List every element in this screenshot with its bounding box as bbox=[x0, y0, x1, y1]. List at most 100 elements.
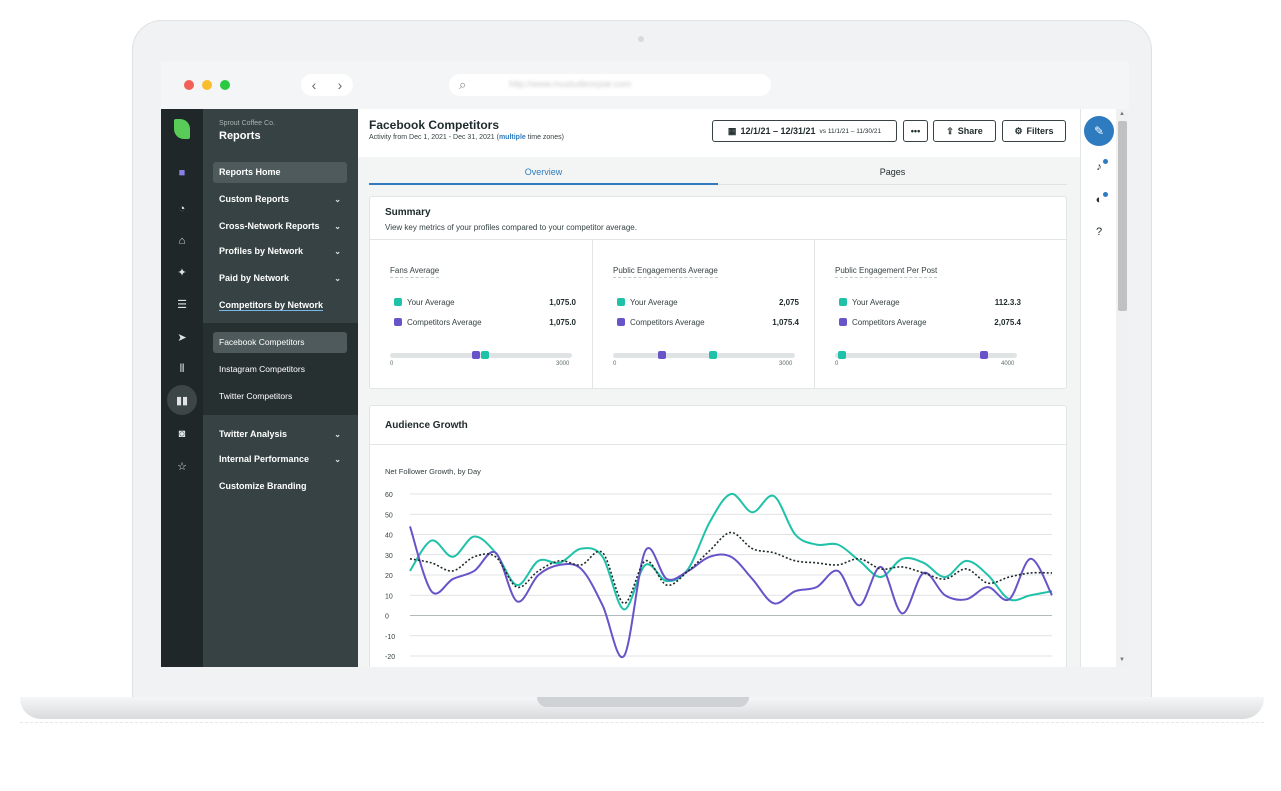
y-tick-label: 60 bbox=[385, 492, 393, 499]
comparison-track bbox=[613, 351, 795, 359]
sidebar-item-custom-reports[interactable]: Custom Reports ⌄ bbox=[213, 189, 347, 210]
sidebar-item-label: Competitors by Network bbox=[219, 300, 324, 311]
sidebar-item-label: Twitter Analysis bbox=[219, 429, 288, 439]
subnav-instagram-competitors[interactable]: Instagram Competitors bbox=[213, 359, 347, 380]
back-icon[interactable]: ‹ bbox=[311, 77, 317, 93]
dotted-line bbox=[409, 531, 1053, 605]
your-average-row: Your Average 1,075.0 bbox=[394, 298, 576, 310]
org-name: Sprout Coffee Co. bbox=[219, 120, 275, 127]
subnav-label: Instagram Competitors bbox=[219, 364, 305, 374]
sidebar-item-cross-network[interactable]: Cross-Network Reports ⌄ bbox=[213, 216, 347, 237]
competitors-marker bbox=[658, 351, 667, 359]
summary-card: Summary View key metrics of your profile… bbox=[369, 196, 1067, 389]
close-window-button[interactable] bbox=[184, 80, 194, 90]
summary-title: Summary bbox=[385, 207, 431, 218]
chevron-down-icon: ⌄ bbox=[334, 195, 341, 204]
competitors-average-value: 1,075.4 bbox=[772, 318, 799, 327]
url-text: http://www.mustudiesrpiar.com bbox=[509, 79, 632, 89]
help-icon[interactable]: ? bbox=[1095, 226, 1103, 238]
your-average-label: Your Average bbox=[630, 298, 678, 307]
y-tick-label: 20 bbox=[385, 573, 393, 580]
subtitle-suffix: time zones) bbox=[525, 134, 564, 141]
bell-icon[interactable]: ♪ bbox=[1091, 159, 1108, 175]
your-average-line bbox=[409, 493, 1053, 611]
metric-title[interactable]: Public Engagements Average bbox=[613, 266, 718, 278]
inbox-icon[interactable]: ⌂ bbox=[178, 235, 186, 247]
metric-title[interactable]: Public Engagement Per Post bbox=[835, 266, 938, 278]
sidebar-item-customize-branding[interactable]: Customize Branding bbox=[213, 476, 347, 497]
sidebar-item-internal-performance[interactable]: Internal Performance ⌄ bbox=[213, 449, 347, 470]
maximize-window-button[interactable] bbox=[220, 80, 230, 90]
competitors-marker bbox=[980, 351, 989, 359]
notification-dot bbox=[1103, 192, 1108, 197]
app: ■ ◔ ⌂ ✦ ☰ ➤ ⫴ ▮▮ ◙ ☆ Sprout Coffee Co. R… bbox=[161, 109, 1129, 667]
subnav-twitter-competitors[interactable]: Twitter Competitors bbox=[213, 386, 347, 407]
more-options-button[interactable]: ••• bbox=[903, 120, 928, 142]
laptop-base bbox=[20, 697, 1264, 719]
gauge-icon[interactable]: ◔ bbox=[178, 203, 186, 215]
competitors-average-swatch bbox=[394, 318, 402, 326]
sidebar-item-profiles[interactable]: Profiles by Network ⌄ bbox=[213, 241, 347, 262]
minimize-window-button[interactable] bbox=[202, 80, 212, 90]
filters-label: Filters bbox=[1026, 126, 1054, 136]
share-icon: ⇪ bbox=[946, 125, 954, 136]
your-marker bbox=[480, 351, 489, 359]
subnav-facebook-competitors[interactable]: Facebook Competitors bbox=[213, 332, 347, 353]
subnav-label: Facebook Competitors bbox=[219, 337, 305, 347]
net-follower-growth-chart: 6050403020100-10-20123456789101112131415… bbox=[385, 492, 1053, 661]
laptop-base-notch bbox=[537, 697, 749, 707]
screen: ‹ › ⌕ http://www.mustudiesrpiar.com ■ ◔ … bbox=[161, 61, 1129, 667]
competitors-average-row: Competitors Average 1,075.4 bbox=[617, 318, 799, 330]
forward-icon[interactable]: › bbox=[337, 77, 343, 93]
laptop-shadow bbox=[20, 722, 1264, 752]
tab-pages[interactable]: Pages bbox=[718, 161, 1067, 185]
time-zones-link[interactable]: multiple bbox=[498, 134, 526, 141]
scroll-down-icon[interactable]: ▼ bbox=[1119, 657, 1125, 663]
your-average-value: 112.3.3 bbox=[994, 298, 1021, 307]
tab-overview[interactable]: Overview bbox=[369, 161, 718, 185]
sidebar-item-twitter-analysis[interactable]: Twitter Analysis ⌄ bbox=[213, 424, 347, 445]
audience-growth-card: Audience Growth Net Follower Growth, by … bbox=[369, 405, 1067, 667]
chevron-down-icon: ⌄ bbox=[334, 455, 341, 464]
sidebar-item-label: Customize Branding bbox=[219, 481, 307, 491]
share-label: Share bbox=[957, 126, 983, 136]
url-bar[interactable]: ⌕ http://www.mustudiesrpiar.com bbox=[449, 74, 771, 96]
competitors-average-label: Competitors Average bbox=[852, 318, 927, 327]
send-icon[interactable]: ➤ bbox=[177, 331, 187, 344]
filters-button[interactable]: ⚙ Filters bbox=[1002, 120, 1066, 142]
report-tabs: Overview Pages bbox=[369, 161, 1067, 185]
share-button[interactable]: ⇪ Share bbox=[933, 120, 996, 142]
summary-description: View key metrics of your profiles compar… bbox=[385, 223, 637, 232]
feedback-icon[interactable]: ◐ bbox=[1091, 192, 1108, 208]
pin-icon[interactable]: ✦ bbox=[177, 266, 187, 279]
compose-icon[interactable]: ✎ bbox=[1084, 116, 1114, 146]
list-icon[interactable]: ☰ bbox=[177, 298, 187, 311]
reports-icon[interactable]: ▮▮ bbox=[167, 385, 197, 415]
sidebar-item-reports-home[interactable]: Reports Home bbox=[213, 162, 347, 183]
listening-icon[interactable]: ⫴ bbox=[179, 362, 185, 375]
competitors-average-value: 2,075.4 bbox=[994, 318, 1021, 327]
folder-icon[interactable]: ■ bbox=[178, 167, 186, 179]
sidebar-title: Reports bbox=[219, 130, 261, 142]
page-title: Facebook Competitors bbox=[369, 118, 500, 132]
metric-column: Public Engagements Average Your Average 2,… bbox=[592, 239, 814, 388]
scroll-thumb[interactable] bbox=[1118, 121, 1127, 311]
your-average-swatch bbox=[394, 298, 402, 306]
date-range-button[interactable]: ▦ 12/1/21 – 12/31/21 vs 11/1/21 – 11/30/… bbox=[712, 120, 897, 142]
your-average-swatch bbox=[617, 298, 625, 306]
sprout-logo-icon[interactable] bbox=[174, 119, 190, 139]
sidebar-item-label: Reports Home bbox=[219, 167, 281, 177]
divider bbox=[370, 444, 1066, 445]
sidebar-item-paid[interactable]: Paid by Network ⌄ bbox=[213, 268, 347, 289]
bot-icon[interactable]: ◙ bbox=[178, 428, 186, 440]
scroll-up-icon[interactable]: ▲ bbox=[1119, 111, 1125, 117]
sidebar-item-competitors[interactable]: Competitors by Network bbox=[213, 295, 347, 316]
comparison-track bbox=[390, 351, 572, 359]
star-icon[interactable]: ☆ bbox=[177, 460, 187, 473]
metric-column: Fans Average Your Average 1,075.0 Competito… bbox=[370, 239, 592, 388]
metric-title[interactable]: Fans Average bbox=[390, 266, 440, 278]
scrollbar[interactable]: ▲ ▼ bbox=[1116, 109, 1129, 667]
scale-max: 4000 bbox=[1001, 361, 1015, 367]
y-tick-label: 0 bbox=[385, 614, 389, 621]
chevron-down-icon: ⌄ bbox=[334, 430, 341, 439]
